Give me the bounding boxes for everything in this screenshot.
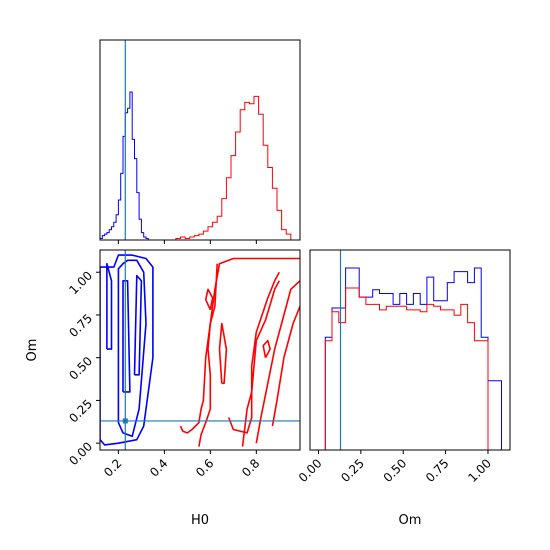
contour-series-1-line-0 xyxy=(179,257,300,434)
om-xtick-label-1: 0.25 xyxy=(338,456,367,485)
contour-series-0-line-3 xyxy=(122,279,131,393)
h0-hist-series-1 xyxy=(171,95,292,240)
h0-hist-plot-area xyxy=(100,40,292,240)
h0-hist-panel xyxy=(99,39,301,244)
om-hist-series-1 xyxy=(318,287,509,450)
contour-series-1-line-6 xyxy=(255,280,300,444)
contour-series-0-line-2 xyxy=(117,259,147,438)
h0-hist-series-0 xyxy=(100,91,156,240)
joint-xtick-label-3: 0.8 xyxy=(239,456,262,479)
joint-xtick-label-1: 0.4 xyxy=(147,456,170,479)
joint-truth-marker xyxy=(122,418,128,424)
contour-series-1-line-4 xyxy=(227,271,281,434)
contour-series-0-line-4 xyxy=(133,274,143,376)
joint-ytick-label-1: 0.25 xyxy=(66,397,95,426)
joint-plot-area xyxy=(100,250,300,450)
om-xtick-label-3: 0.75 xyxy=(423,456,452,485)
joint-panel: 0.2 0.4 0.6 0.8 0.00 0.25 0.50 0.75 1.00 H0 Om xyxy=(25,249,301,528)
contour-series-0-line-0 xyxy=(100,254,154,446)
joint-frame xyxy=(99,249,301,451)
contour-series-1-line-7 xyxy=(271,306,300,427)
om-hist-frame xyxy=(309,249,511,451)
joint-ylabel: Om xyxy=(25,339,40,362)
h0-hist-frame xyxy=(99,39,301,241)
joint-xtick-label-0: 0.2 xyxy=(101,456,124,479)
joint-ytick-label-4: 1.00 xyxy=(66,268,95,297)
contour-series-0-line-1 xyxy=(106,262,113,350)
contour-series-1-line-8 xyxy=(262,339,271,359)
joint-xlabel: H0 xyxy=(191,513,209,528)
om-xtick-label-2: 0.50 xyxy=(381,456,410,485)
om-xlabel: Om xyxy=(399,513,422,528)
joint-xtick-label-2: 0.6 xyxy=(193,456,216,479)
om-xtick-label-0: 0.00 xyxy=(296,456,325,485)
om-xtick-label-4: 1.00 xyxy=(465,456,494,485)
om-hist-series-0 xyxy=(318,267,509,450)
contour-series-1-line-3 xyxy=(218,322,228,385)
contour-series-1-line-2 xyxy=(204,288,214,311)
joint-ytick-label-3: 0.75 xyxy=(66,311,95,340)
om-hist-plot-area xyxy=(318,250,509,450)
contour-series-1-line-1 xyxy=(198,263,218,447)
joint-ytick-label-2: 0.50 xyxy=(66,354,95,383)
contour-series-1-line-5 xyxy=(241,280,281,447)
joint-ytick-label-0: 0.00 xyxy=(66,439,95,468)
om-hist-panel: 0.00 0.25 0.50 0.75 1.00 Om xyxy=(296,249,511,528)
